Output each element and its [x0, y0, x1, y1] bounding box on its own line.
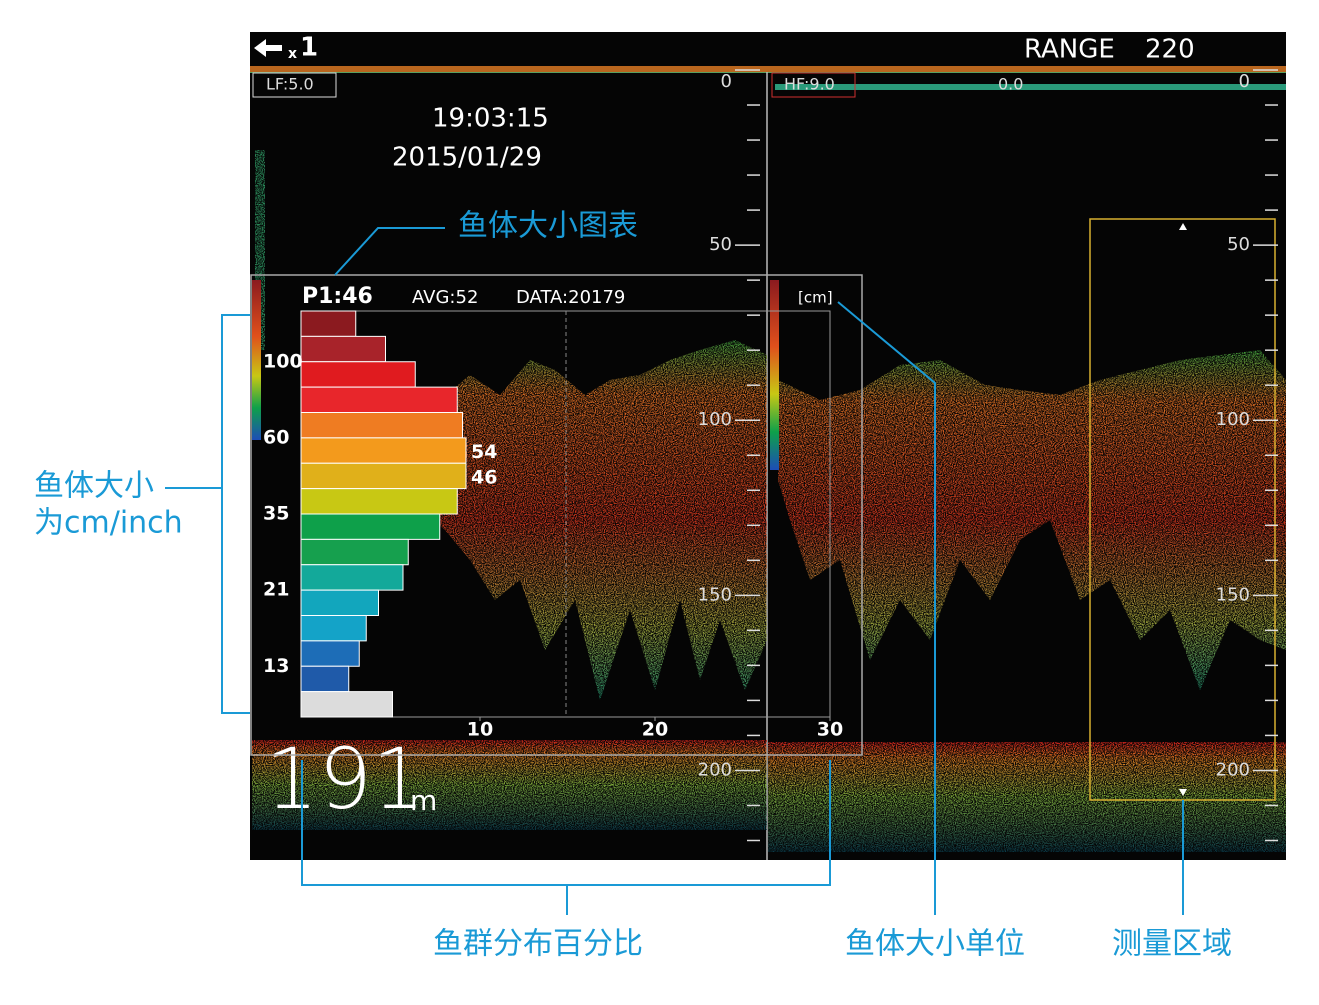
depth-tick-label: 200: [1216, 759, 1250, 780]
annotation: 测量区域: [1112, 927, 1232, 962]
size-label: 100: [263, 350, 303, 372]
depth-tick-label: 50: [709, 234, 732, 255]
annotation: 鱼群分布百分比: [433, 927, 643, 962]
size-bar: [300, 488, 458, 515]
fish-size-chart-frame: [250, 274, 863, 756]
depth-tick-label: 0: [721, 71, 732, 92]
size-bar: [300, 412, 463, 439]
annotation: 鱼体大小单位: [845, 927, 1025, 962]
size-bar: [300, 691, 393, 718]
size-bar: [300, 538, 409, 566]
offset: 0.0: [998, 75, 1023, 94]
size-bar: [300, 310, 357, 337]
average: AVG:52: [412, 287, 478, 308]
size-bar: [300, 513, 441, 540]
x-tick-label: 30: [817, 719, 843, 741]
annotation: 为cm/inch: [34, 506, 183, 541]
size-bar: [300, 640, 360, 667]
size-unit: [cm]: [798, 289, 833, 307]
echo-stripe: [250, 66, 1286, 72]
x-tick-label: 20: [642, 719, 668, 741]
depth-tick-label: 200: [698, 759, 732, 780]
echogram: [252, 150, 1286, 852]
frequency-box: [771, 72, 856, 98]
color-scale: [252, 280, 261, 440]
zoom-prefix: x: [288, 46, 297, 62]
range-value: 220: [1145, 35, 1195, 65]
right-frequency: HF:9.0: [784, 75, 835, 94]
size-bar: [300, 615, 367, 642]
size-bar: [300, 665, 350, 693]
frequency-box: [252, 72, 337, 98]
area-bottom-handle[interactable]: [1179, 789, 1187, 796]
data-count: DATA:20179: [516, 287, 625, 308]
left-frequency: LF:5.0: [266, 75, 314, 94]
size-bar: [300, 462, 467, 490]
size-bar: [300, 564, 404, 591]
area-top-handle[interactable]: [1179, 223, 1187, 230]
depth-tick-label: 150: [1216, 584, 1250, 605]
size-bar: [300, 386, 458, 413]
color-scale: [770, 280, 779, 470]
depth-readout: 191: [265, 730, 425, 828]
depth-tick-label: 0: [1239, 71, 1250, 92]
zoom-value: 1: [300, 33, 318, 63]
depth-unit: m: [410, 784, 437, 817]
p1-value: P1:46: [302, 284, 373, 309]
echo-stripe: [250, 72, 1286, 73]
annotation: 鱼体大小: [34, 469, 154, 504]
size-bar: [300, 437, 467, 464]
size-bar: [300, 335, 386, 363]
x-tick-label: 10: [467, 719, 493, 741]
bar-marker-label: 54: [471, 441, 497, 463]
size-label: 35: [263, 503, 289, 525]
size-label: 13: [263, 655, 289, 677]
size-label: 21: [263, 579, 289, 601]
size-label: 60: [263, 426, 289, 448]
depth-tick-label: 50: [1227, 234, 1250, 255]
back-arrow-icon[interactable]: [254, 39, 282, 57]
size-bar: [300, 361, 416, 388]
date: 2015/01/29: [392, 143, 542, 173]
time: 19:03:15: [432, 104, 549, 134]
annotation: 鱼体大小图表: [458, 209, 638, 244]
bar-marker-label: 46: [471, 466, 497, 488]
callout-lines: [165, 227, 1184, 915]
surface-echo: [775, 84, 1286, 90]
depth-tick-label: 100: [698, 409, 732, 430]
depth-tick-label: 150: [698, 584, 732, 605]
size-bar: [300, 589, 379, 616]
depth-tick-label: 100: [1216, 409, 1250, 430]
range-label: RANGE: [1024, 35, 1115, 65]
